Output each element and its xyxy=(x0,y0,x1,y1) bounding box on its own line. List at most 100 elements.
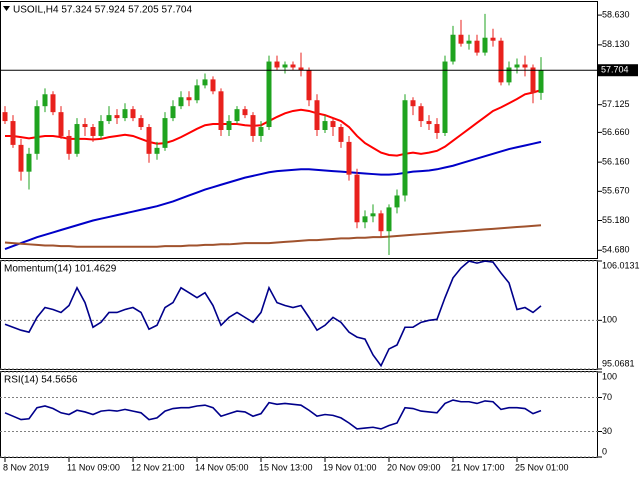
menu-arrow xyxy=(3,6,10,11)
panel-title: USOIL,H4 57.324 57.924 57.205 57.704 xyxy=(13,5,192,16)
x-tick-label: 12 Nov 21:00 xyxy=(131,462,185,472)
candle-body xyxy=(346,141,352,175)
candle-body xyxy=(290,64,296,68)
candle-body xyxy=(402,100,408,196)
x-tick-label: 25 Nov 01:00 xyxy=(515,462,569,472)
y-tick-label: 54.680 xyxy=(602,245,630,255)
x-tick-label: 15 Nov 13:00 xyxy=(259,462,313,472)
candle-body xyxy=(418,106,424,122)
candle-body xyxy=(234,109,240,122)
y-tick-label: 70 xyxy=(602,392,612,402)
y-tick-label: 100 xyxy=(602,315,617,325)
candle-body xyxy=(330,121,336,128)
candle-body xyxy=(34,106,40,154)
candle-body xyxy=(474,40,480,53)
candle-body xyxy=(258,127,264,136)
candle-body xyxy=(338,127,344,142)
candle-body xyxy=(378,213,384,232)
candle-body xyxy=(498,40,504,83)
candle-body xyxy=(50,94,56,113)
y-tick-label: 30 xyxy=(602,426,612,436)
candle-body xyxy=(466,40,472,44)
moving-average xyxy=(4,224,542,248)
candle-body xyxy=(90,127,96,136)
candle-body xyxy=(490,37,496,41)
y-tick-label: 57.125 xyxy=(602,99,630,109)
candle-body xyxy=(298,67,304,71)
x-tick-label: 8 Nov 2019 xyxy=(3,462,49,472)
candle-body xyxy=(450,34,456,62)
candle-body xyxy=(202,79,208,86)
candle-body xyxy=(506,67,512,83)
panel-frame xyxy=(0,260,598,370)
candle-body xyxy=(2,112,8,122)
y-tick-label: 0 xyxy=(602,446,607,456)
candle-body xyxy=(370,213,376,217)
y-tick-label: 56.160 xyxy=(602,157,630,167)
candle-body xyxy=(242,109,248,116)
candle-body xyxy=(530,67,536,94)
panel-frame xyxy=(0,1,598,259)
candle-body xyxy=(98,121,104,136)
candle-body xyxy=(306,70,312,101)
candle-body xyxy=(194,85,200,101)
candle-body xyxy=(130,109,136,119)
candle-body xyxy=(146,127,152,154)
candle-body xyxy=(186,97,192,101)
panel-frame xyxy=(0,371,598,458)
candle-body xyxy=(282,64,288,68)
candle-body xyxy=(354,174,360,223)
x-tick-label: 20 Nov 09:00 xyxy=(387,462,441,472)
candle-body xyxy=(138,118,144,128)
candle-body xyxy=(18,144,24,172)
x-tick-label: 14 Nov 05:00 xyxy=(195,462,249,472)
price-label-box xyxy=(598,64,638,77)
candle-body xyxy=(210,79,216,92)
y-tick-label: 100 xyxy=(602,371,617,381)
x-tick-label: 21 Nov 17:00 xyxy=(451,462,505,472)
y-tick-label: 56.660 xyxy=(602,127,630,137)
indicator-line xyxy=(4,260,542,368)
candle-body xyxy=(434,124,440,133)
candle-body xyxy=(42,94,48,107)
candle-body xyxy=(226,121,232,130)
candle-body xyxy=(514,64,520,68)
y-tick-label: 55.180 xyxy=(602,215,630,225)
moving-average xyxy=(5,89,542,157)
candle-body xyxy=(218,91,224,130)
candle-body xyxy=(74,124,80,154)
candle-body xyxy=(394,195,400,208)
candle-body xyxy=(322,121,328,130)
candle-body xyxy=(266,61,272,128)
panel-title: RSI(14) 54.5656 xyxy=(4,375,78,386)
candle-body xyxy=(114,115,120,119)
panel-title: Momentum(14) 101.4629 xyxy=(4,264,117,275)
candle-body xyxy=(386,207,392,232)
candle-body xyxy=(154,147,160,154)
candle-body xyxy=(314,100,320,130)
candle-body xyxy=(170,106,176,119)
candle-body xyxy=(426,121,432,125)
candle-body xyxy=(442,61,448,133)
candle-body xyxy=(522,64,528,68)
candle-body xyxy=(82,124,88,128)
candle-body xyxy=(162,118,168,148)
y-tick-label: 55.670 xyxy=(602,186,630,196)
candle-body xyxy=(178,97,184,107)
candle-body xyxy=(122,109,128,119)
price-label: 57.704 xyxy=(601,65,629,75)
y-tick-label: 58.130 xyxy=(602,39,630,49)
x-tick-label: 11 Nov 09:00 xyxy=(67,462,120,472)
candle-body xyxy=(538,70,544,93)
candle-body xyxy=(274,61,280,68)
candle-body xyxy=(362,216,368,223)
candle-body xyxy=(458,34,464,44)
y-tick-label: 58.630 xyxy=(602,9,630,19)
candle-body xyxy=(26,153,32,172)
candle-body xyxy=(10,121,16,145)
y-tick-label: 106.0131 xyxy=(602,260,640,270)
indicator-line xyxy=(4,399,542,430)
y-tick-label: 95.0681 xyxy=(602,358,635,368)
candle-body xyxy=(66,135,72,154)
